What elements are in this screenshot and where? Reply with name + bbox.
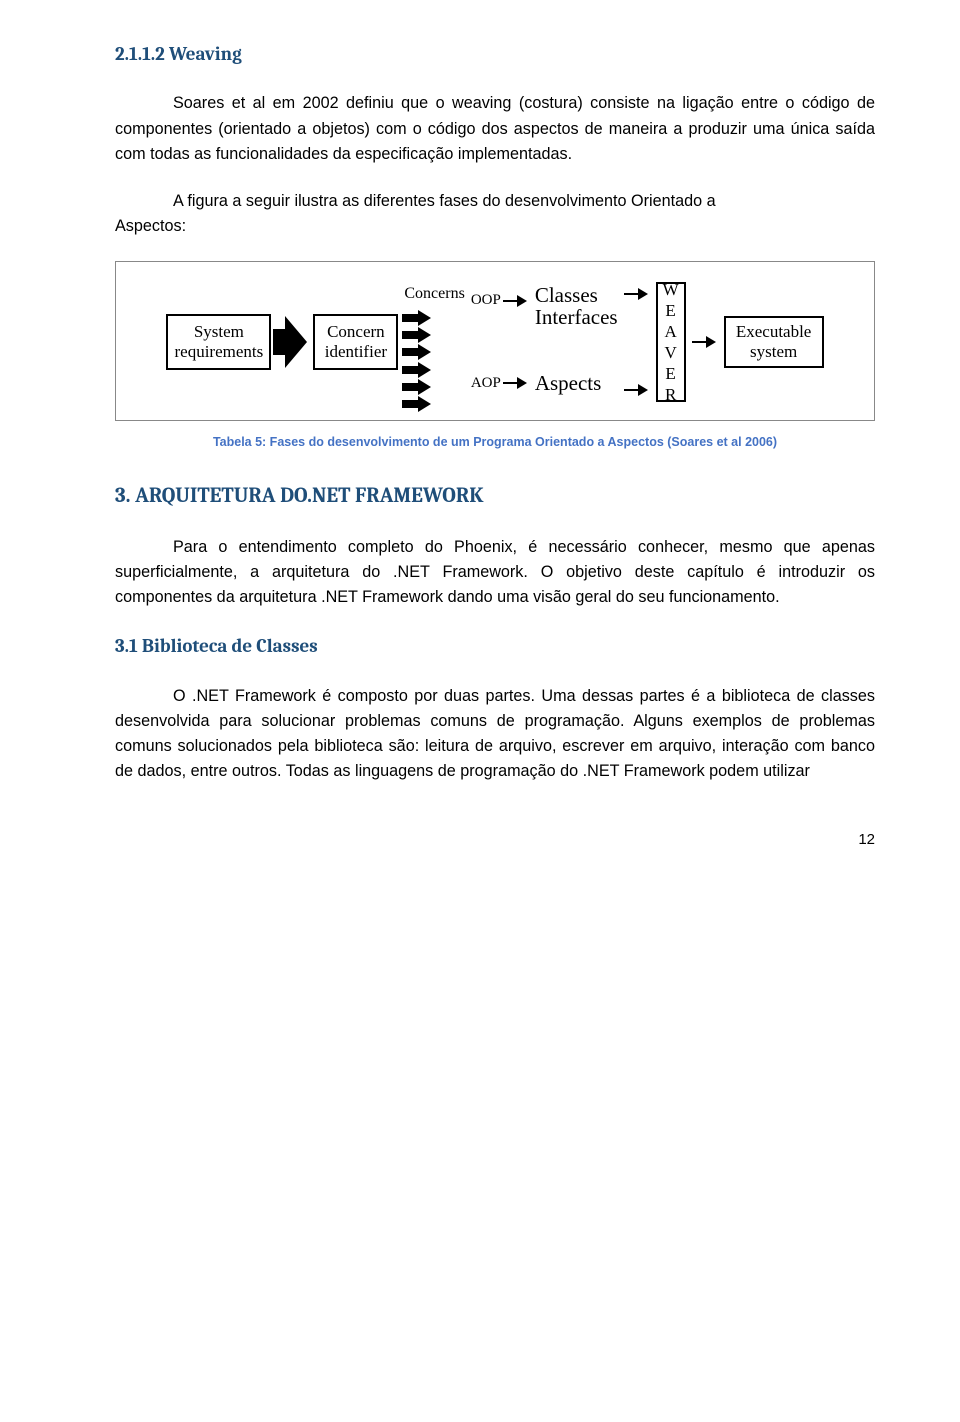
box-system-requirements: System requirements [166, 314, 271, 370]
paragraph: Soares et al em 2002 definiu que o weavi… [115, 91, 875, 166]
text: Aspectos: [115, 217, 186, 235]
weaver-letter: W [662, 281, 680, 298]
outputs-column: Classes Interfaces Aspects [535, 284, 618, 400]
label-oop: OOP [471, 289, 501, 312]
weaver-letter: V [662, 344, 680, 361]
weaver-input-arrows [624, 289, 650, 395]
heading-biblioteca: 3.1 Biblioteca de Classes [115, 632, 875, 661]
paragraph: O .NET Framework é composto por duas par… [115, 684, 875, 784]
label-classes: Classes [535, 284, 618, 306]
paragraph: Para o entendimento completo do Phoenix,… [115, 535, 875, 610]
label-interfaces: Interfaces [535, 306, 618, 328]
label-concerns: Concerns [404, 282, 464, 307]
arrow-icon [404, 311, 432, 325]
figure-caption: Tabela 5: Fases do desenvolvimento de um… [115, 433, 875, 452]
concerns-split: Concerns [404, 282, 464, 402]
arrow-icon [503, 296, 529, 306]
box-weaver: WEAVER [656, 282, 686, 402]
oop-aop-column: OOP AOP [471, 289, 529, 395]
box-concern-identifier: Concern identifier [313, 314, 398, 370]
arrow-icon [503, 378, 529, 388]
box-executable-system: Executable system [724, 316, 824, 368]
paragraph: A figura a seguir ilustra as diferentes … [115, 189, 875, 239]
weaver-letter: A [662, 323, 680, 340]
figure-weaving-flow: System requirements Concern identifier C… [115, 261, 875, 421]
arrow-icon [692, 337, 718, 347]
weaver-letter: E [662, 365, 680, 382]
arrow-icon [624, 289, 650, 299]
text: A figura a seguir ilustra as diferentes … [173, 192, 716, 210]
arrow-icon [404, 345, 432, 359]
arrow-icon [624, 385, 650, 395]
heading-weaving: 2.1.1.2 Weaving [115, 40, 875, 69]
page-number: 12 [115, 828, 875, 851]
label-aop: AOP [471, 372, 501, 395]
arrow-icon [404, 397, 432, 411]
weaver-letter: R [662, 386, 680, 403]
arrow-icon [404, 328, 432, 342]
arrow-icon [277, 316, 307, 368]
arrow-icon [404, 363, 432, 377]
arrow-icon [404, 380, 432, 394]
weaver-letter: E [662, 302, 680, 319]
heading-arquitetura: 3. ARQUITETURA DO.NET FRAMEWORK [115, 480, 875, 513]
label-aspects: Aspects [535, 367, 618, 400]
